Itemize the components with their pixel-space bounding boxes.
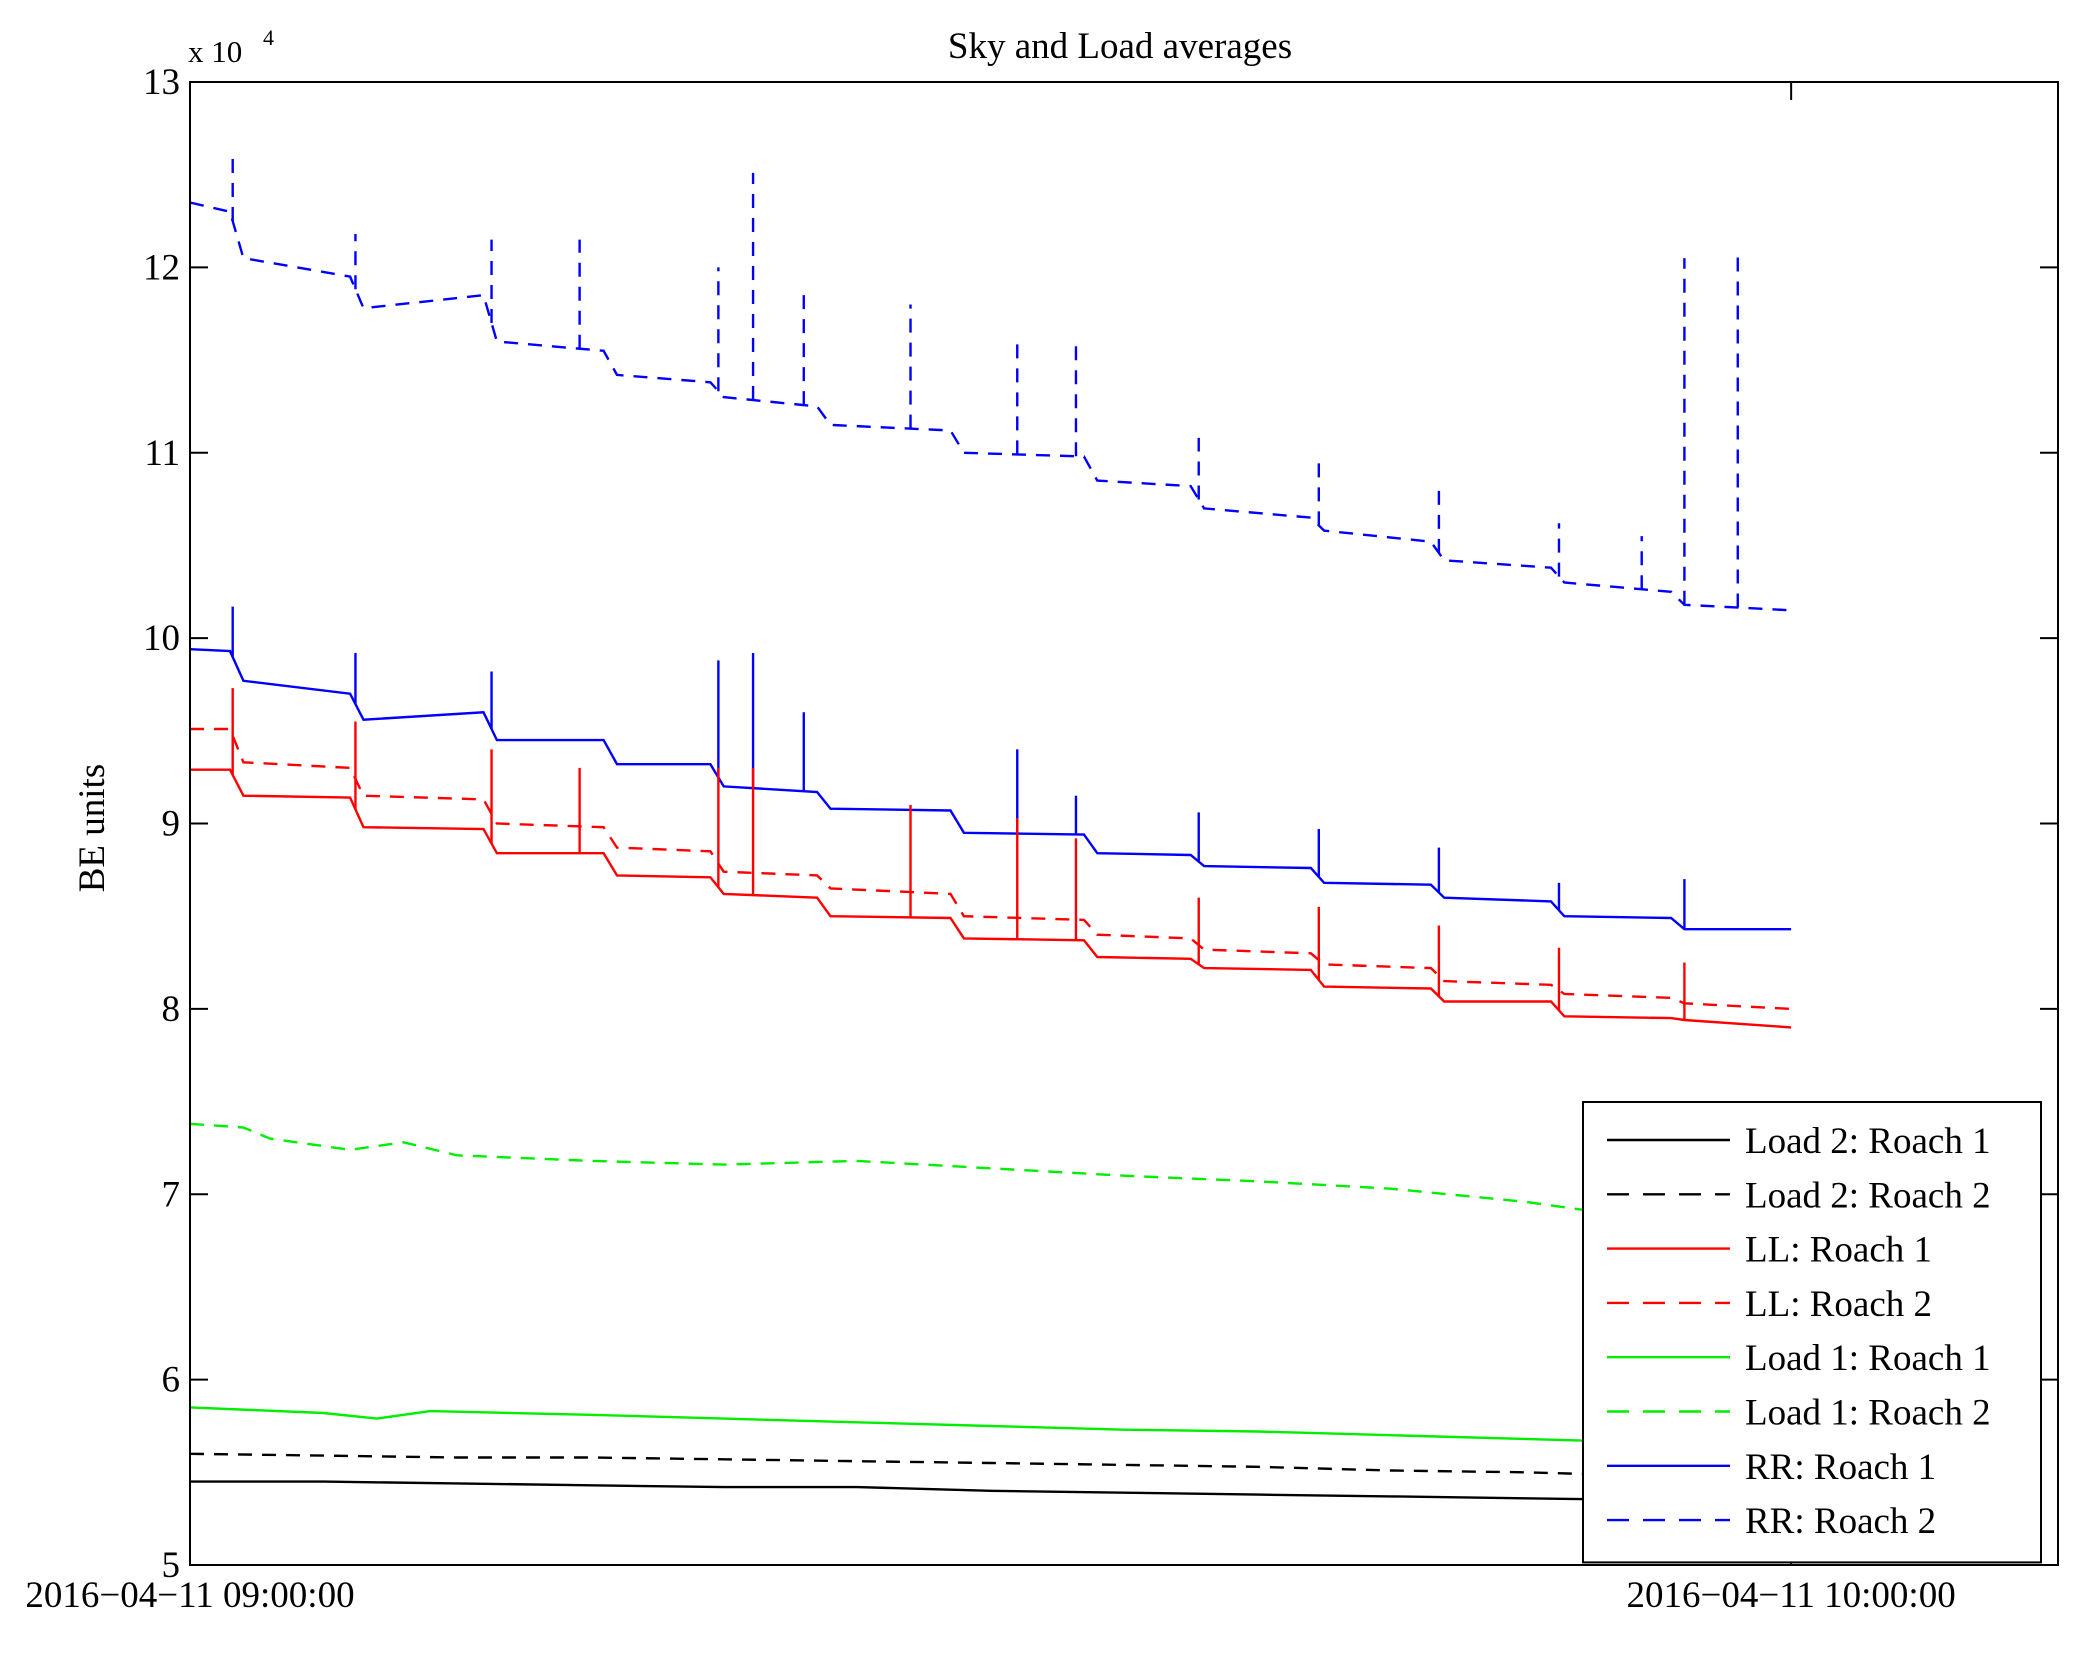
legend-box xyxy=(1582,1101,2042,1564)
legend-label-rr-roach-1: RR: Roach 1 xyxy=(1745,1447,1936,1488)
y-tick-label: 13 xyxy=(143,62,180,103)
y-tick-label: 9 xyxy=(162,804,181,845)
y-scale-base: x 10 xyxy=(188,34,242,69)
series-line-load-2-roach-2 xyxy=(189,1452,1792,1481)
legend-label-load-1-roach-1: Load 1: Roach 1 xyxy=(1745,1338,1991,1379)
series-line-rr-roach-1 xyxy=(189,648,1792,931)
y-scale-exponent: 4 xyxy=(263,25,274,50)
chart-title: Sky and Load averages xyxy=(948,26,1292,67)
y-tick-label: 8 xyxy=(162,989,181,1030)
ticks-layer: 5 6 7 8 9 10 11 12 13 2016−04−11 09:00:00 2016−04−… xyxy=(25,62,2058,1616)
series-layer xyxy=(189,152,1792,1504)
series-line-ll-roach-1 xyxy=(190,768,1792,1029)
series-line-ll-roach-2 xyxy=(190,727,1792,1011)
legend-label-load-2-roach-2: Load 2: Roach 2 xyxy=(1745,1175,1991,1216)
series-line-load-1-roach-1 xyxy=(189,1406,1738,1448)
y-tick-label: 7 xyxy=(162,1174,181,1215)
series-line-load-1-roach-2 xyxy=(189,1122,1739,1215)
y-axis-label: BE units xyxy=(72,764,113,893)
x-tick-label: 2016−04−11 09:00:00 xyxy=(25,1575,354,1616)
legend-label-load-1-roach-2: Load 1: Roach 2 xyxy=(1745,1393,1991,1434)
y-tick-label: 5 xyxy=(162,1545,181,1586)
y-tick-label: 10 xyxy=(143,618,180,659)
series-line-load-2-roach-1 xyxy=(190,1480,1792,1504)
plot-frame xyxy=(189,81,2059,1566)
y-tick-label: 11 xyxy=(144,433,180,474)
x-tick-label: 2016−04−11 10:00:00 xyxy=(1627,1575,1956,1616)
legend-label-load-2-roach-1: Load 2: Roach 1 xyxy=(1745,1121,1991,1162)
y-tick-label: 6 xyxy=(162,1360,181,1401)
legend-label-rr-roach-2: RR: Roach 2 xyxy=(1745,1501,1936,1542)
y-scale-label: x 10 4 xyxy=(188,25,274,69)
legend-label-ll-roach-2: LL: Roach 2 xyxy=(1745,1284,1932,1325)
legend-label-ll-roach-1: LL: Roach 1 xyxy=(1745,1230,1932,1271)
y-tick-label: 12 xyxy=(143,247,180,288)
legend: Load 2: Roach 1 Load 2: Roach 2 LL: Roach … xyxy=(1582,1101,2042,1564)
series-line-rr-roach-2 xyxy=(189,201,1792,612)
